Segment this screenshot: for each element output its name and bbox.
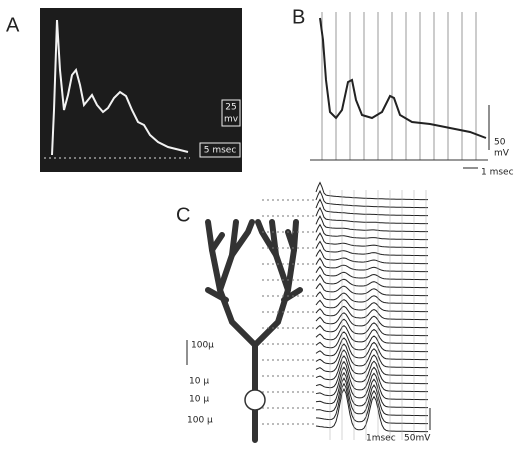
trace <box>315 240 428 257</box>
trace <box>315 299 428 313</box>
trace <box>315 232 428 249</box>
panel-label: B <box>292 6 305 28</box>
trace <box>315 343 428 369</box>
trace <box>315 181 428 201</box>
trace <box>315 337 428 361</box>
panel-label: A <box>6 14 20 36</box>
trace <box>315 189 428 209</box>
trace <box>315 257 428 273</box>
trace <box>315 355 428 385</box>
trace <box>315 349 428 377</box>
trace <box>315 248 428 265</box>
trace <box>315 324 428 345</box>
trace <box>315 377 428 417</box>
trace <box>315 265 428 281</box>
dendritic-tree <box>205 219 303 443</box>
scale-box <box>221 99 241 127</box>
oscilloscope-screen <box>40 8 242 172</box>
panel-label: C <box>176 204 190 226</box>
trace <box>315 366 428 401</box>
scale-label: 10 μ <box>189 395 209 405</box>
trace <box>315 274 428 289</box>
scale-label: 25 <box>225 103 236 113</box>
scale-label: 50 <box>494 138 506 148</box>
trace <box>315 291 428 305</box>
scale-label: 1msec <box>366 434 396 444</box>
scale-label: 10 μ <box>189 377 209 387</box>
electrode-lines <box>262 199 316 425</box>
scale-label: 50mV <box>404 434 431 444</box>
trace <box>315 371 428 409</box>
trace <box>315 198 428 217</box>
trace <box>315 360 428 393</box>
trace <box>315 387 428 433</box>
trace <box>315 318 428 337</box>
scale-label: 5 msec <box>204 146 237 156</box>
soma <box>244 389 266 411</box>
trace <box>315 382 428 425</box>
trace <box>315 305 428 321</box>
trace <box>315 312 428 329</box>
scale-label: mV <box>494 149 510 159</box>
trace <box>315 206 428 225</box>
trace <box>319 17 487 139</box>
trace <box>315 331 428 353</box>
trace <box>315 223 428 241</box>
traces <box>315 181 428 440</box>
scale-label: 100 μ <box>187 416 213 426</box>
scale-label: 1 msec <box>481 168 514 178</box>
trace <box>315 282 428 297</box>
trace <box>315 215 428 233</box>
scale-label: mv <box>224 115 239 125</box>
scale-box <box>199 142 241 158</box>
trace <box>51 19 189 156</box>
scale-label: 100μ <box>191 341 214 351</box>
grid <box>321 12 477 160</box>
